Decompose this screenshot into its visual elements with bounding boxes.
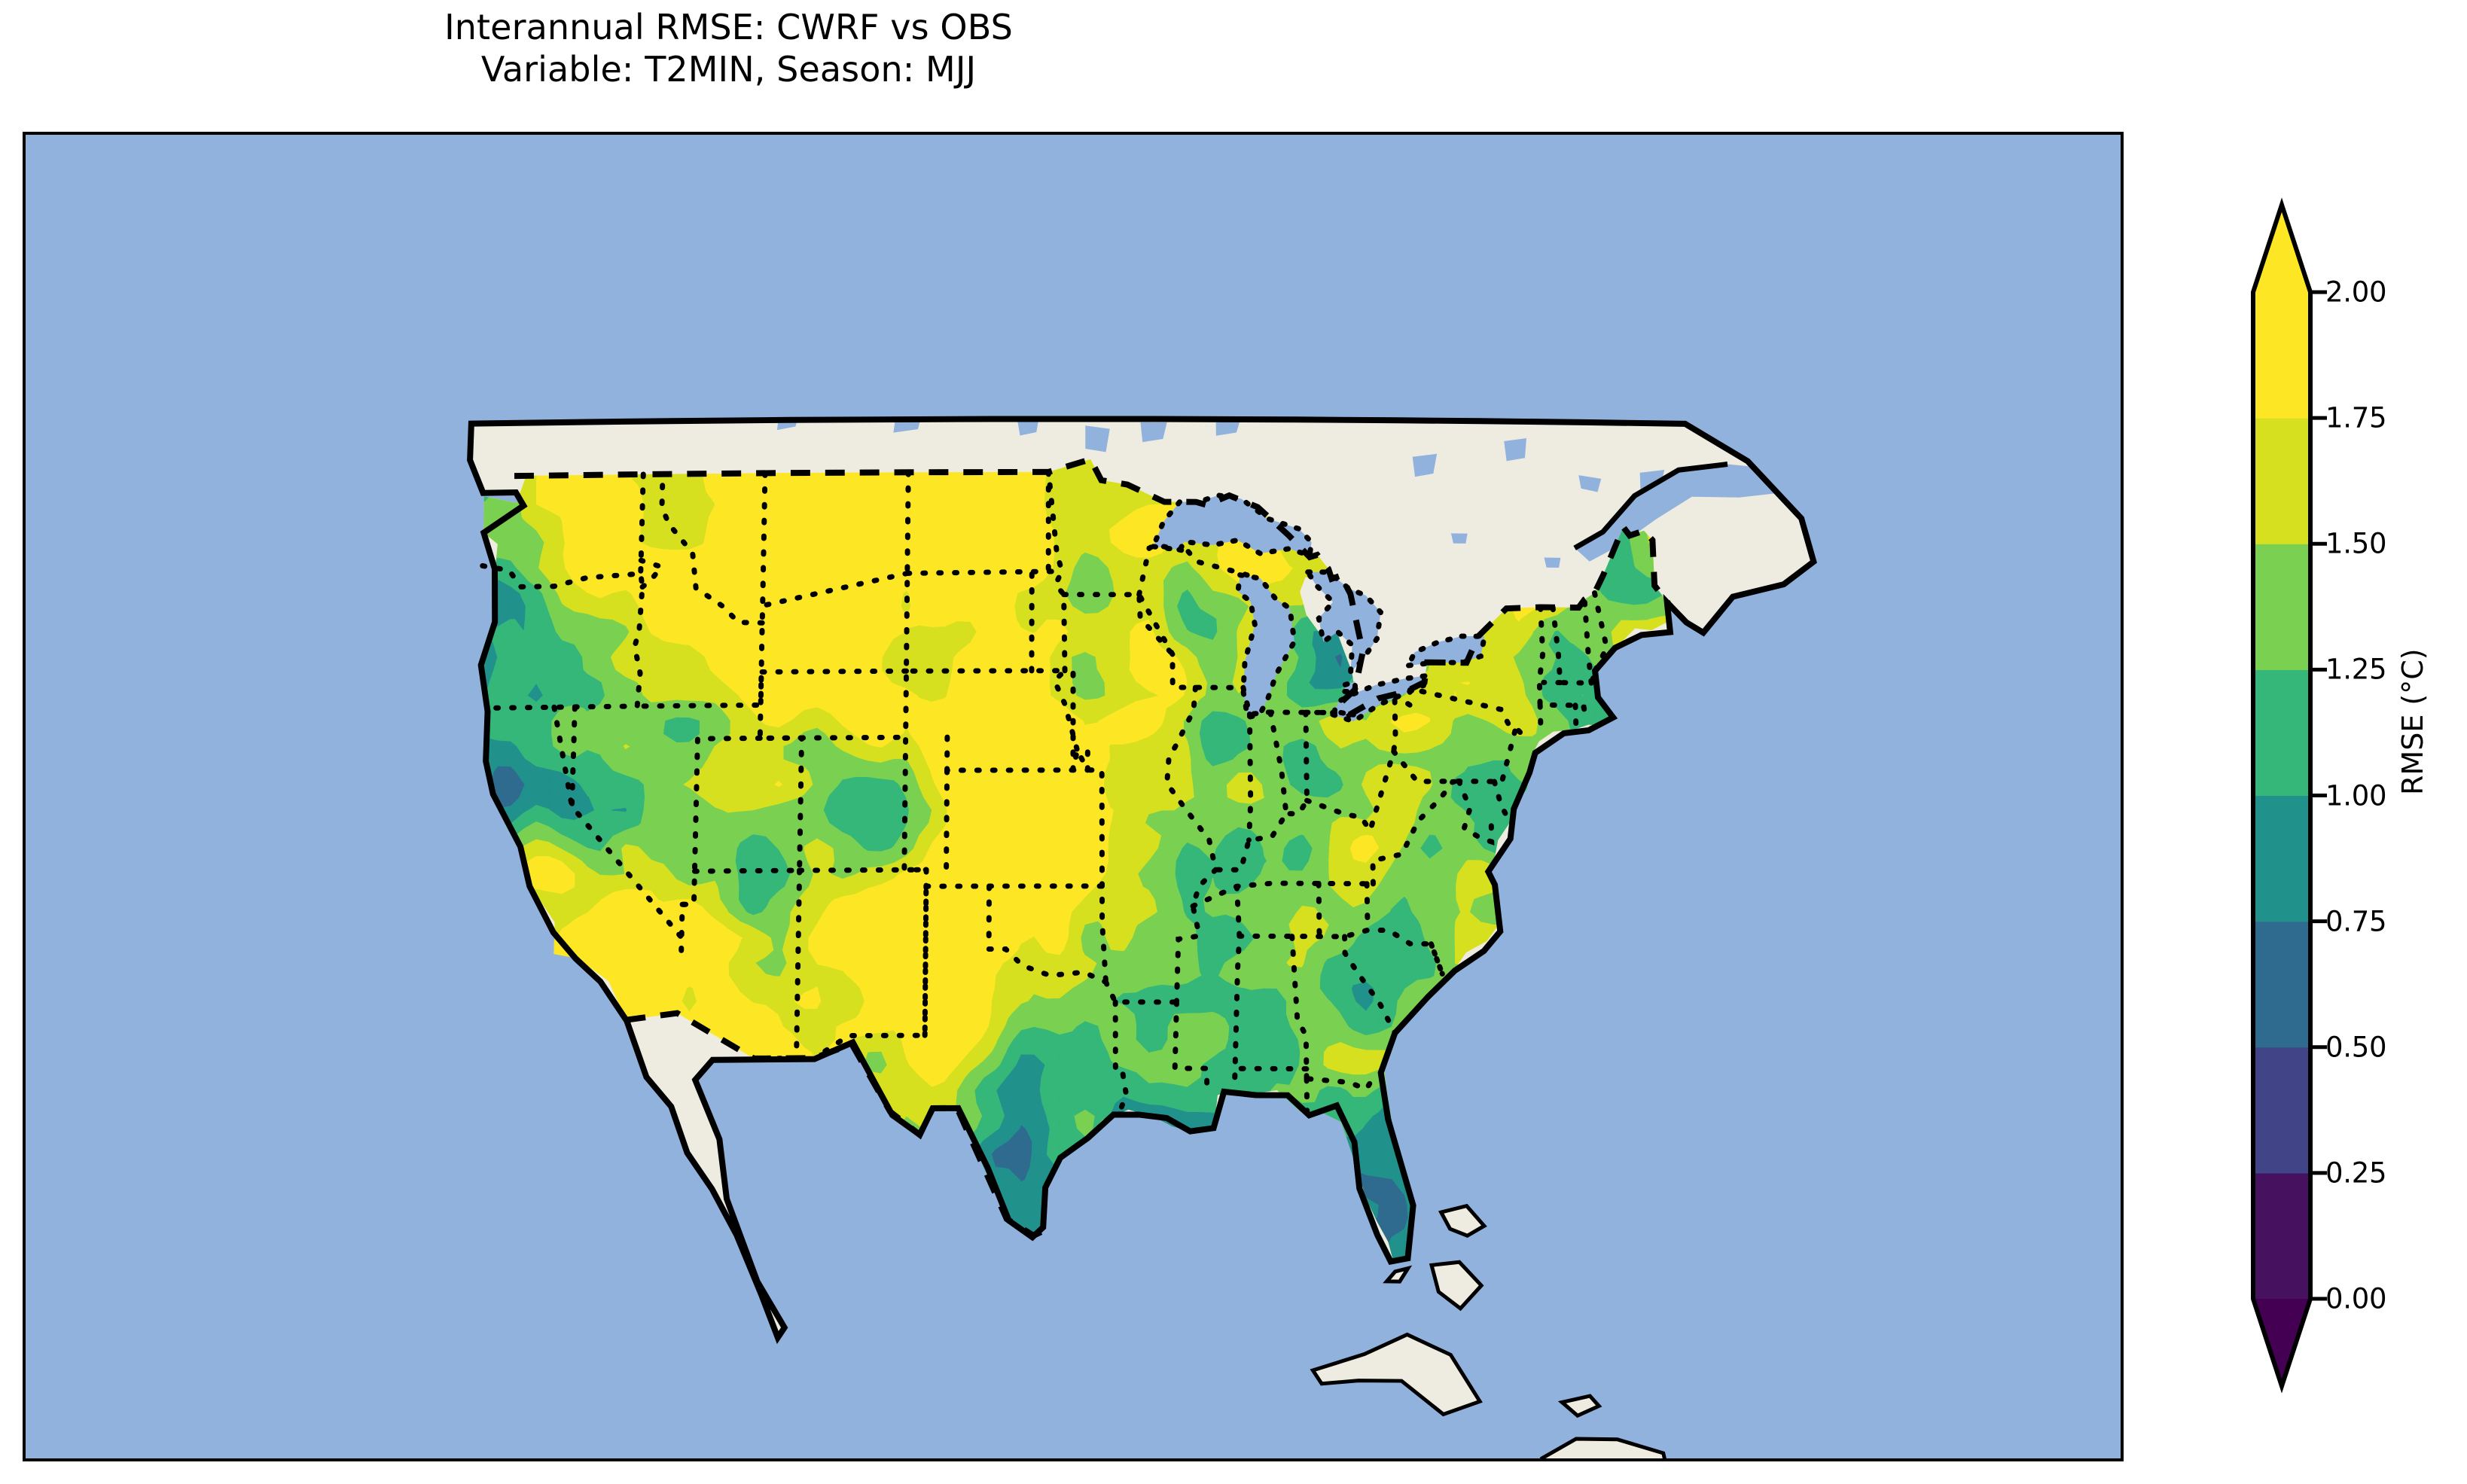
colorbar-tick-label: 0.50 — [2325, 1031, 2387, 1064]
title-line-2: Variable: T2MIN, Season: MJJ — [480, 49, 977, 90]
colorbar-tick-label: 1.75 — [2325, 401, 2387, 434]
colorbar-axis-label: RMSE (°C) — [2396, 648, 2429, 795]
colorbar-tick-label: 0.00 — [2325, 1282, 2387, 1315]
colorbar-tick-label: 2.00 — [2325, 276, 2387, 309]
title-line-1: Interannual RMSE: CWRF vs OBS — [444, 7, 1013, 47]
colorbar-tick-label: 0.25 — [2325, 1156, 2387, 1190]
colorbar-tick-label: 1.25 — [2325, 653, 2387, 686]
map-plot-area — [23, 132, 2124, 1461]
colorbar-tick-label: 1.00 — [2325, 779, 2387, 812]
colorbar-tick-label: 0.75 — [2325, 905, 2387, 938]
figure-title: Interannual RMSE: CWRF vs OBS Variable: … — [0, 6, 1457, 90]
colorbar: 2.00 1.75 1.50 1.25 1.00 0.75 0.50 0.25 0.00 — [2251, 197, 2386, 1394]
conus-rmse-contour-map — [467, 409, 1817, 1458]
colorbar-swatches — [2251, 197, 2327, 1394]
colorbar-tick-label: 1.50 — [2325, 527, 2387, 560]
